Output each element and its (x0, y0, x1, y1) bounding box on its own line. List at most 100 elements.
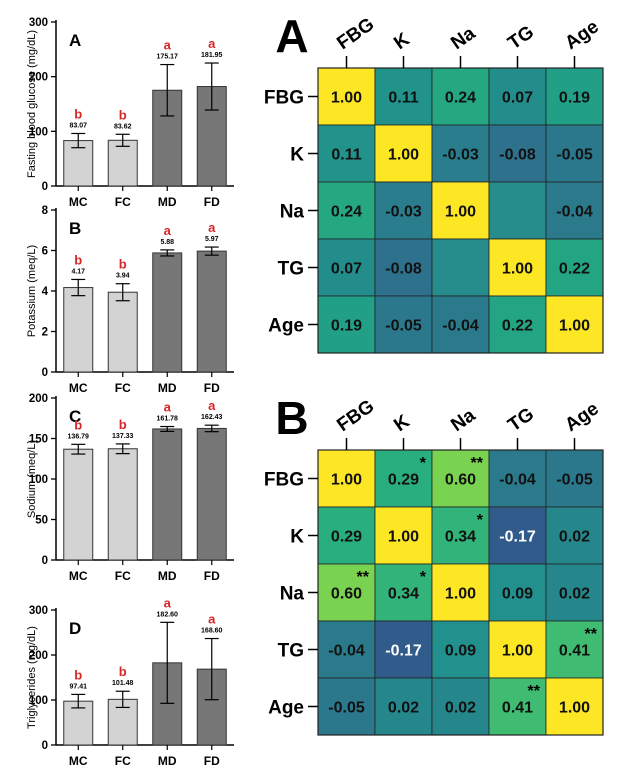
row-label: Na (280, 202, 305, 223)
bar (107, 448, 138, 561)
panel-letter: B (275, 392, 308, 444)
heatmap-cell (488, 124, 547, 183)
cell-value: 0.02 (559, 586, 590, 603)
value-label: 4.17 (71, 268, 85, 275)
significance-letter: b (119, 417, 127, 432)
significance-letter: a (208, 36, 216, 51)
bar (63, 287, 94, 373)
significance-letter: a (208, 398, 216, 413)
row-label: TG (278, 259, 304, 280)
significance-stars: * (477, 512, 484, 529)
x-tick-label: FC (115, 569, 131, 583)
row-label: TG (278, 641, 304, 662)
y-tick-label: 0 (42, 555, 48, 567)
y-tick-label: 2 (42, 327, 48, 339)
value-label: 137.33 (112, 433, 134, 440)
significance-stars: ** (585, 626, 598, 643)
significance-letter: b (119, 107, 127, 122)
cell-value: -0.03 (442, 147, 479, 164)
heatmap-cell (545, 67, 604, 126)
cell-value: 1.00 (559, 700, 590, 717)
y-tick-label: 50 (35, 515, 48, 527)
value-label: 162.43 (201, 414, 223, 421)
value-label: 83.62 (114, 123, 132, 130)
column-label: Na (447, 405, 479, 436)
x-tick-label: FD (204, 754, 220, 768)
column-label: Na (447, 23, 479, 54)
x-tick-label: FC (115, 195, 131, 209)
y-axis-label: Fasting blood glucose (mg/dL) (26, 30, 38, 178)
y-tick-label: 100 (29, 474, 48, 486)
value-label: 181.95 (201, 52, 223, 59)
heatmap-cell (374, 563, 433, 622)
x-tick-label: MC (69, 195, 88, 209)
value-label: 136.79 (68, 433, 90, 440)
value-label: 175.17 (157, 54, 179, 61)
cell-value: 0.11 (388, 90, 418, 107)
cell-value: -0.04 (328, 643, 365, 660)
cell-value: -0.04 (442, 318, 479, 335)
value-label: 83.07 (69, 122, 87, 129)
y-tick-label: 0 (42, 367, 48, 379)
value-label: 5.97 (205, 236, 219, 243)
cell-value: 1.00 (388, 147, 419, 164)
bar (107, 291, 138, 373)
cell-value: 1.00 (445, 204, 476, 221)
column-label: TG (504, 404, 538, 436)
heatmap-cell (488, 620, 547, 679)
cell-value: 0.29 (388, 472, 419, 489)
x-tick-label: MC (69, 569, 88, 583)
heatmap-cell (488, 238, 547, 297)
x-tick-label: FD (204, 195, 220, 209)
y-tick-label: 100 (29, 126, 48, 138)
x-tick-label: FD (204, 381, 220, 395)
value-label: 3.94 (116, 273, 130, 280)
cell-value: -0.05 (385, 318, 422, 335)
heatmap-cell (488, 449, 547, 508)
cell-value: -0.05 (556, 147, 593, 164)
cell-value: 0.09 (502, 586, 533, 603)
column-label: FBG (333, 396, 378, 436)
x-tick-label: MD (158, 381, 177, 395)
significance-letter: a (164, 595, 172, 610)
significance-letter: a (164, 38, 172, 53)
row-label: Age (268, 316, 304, 337)
cell-value: 1.00 (559, 318, 590, 335)
significance-letter: a (164, 223, 172, 238)
value-label: 101.48 (112, 680, 134, 687)
cell-value: 0.02 (388, 700, 419, 717)
heatmap-cell (488, 295, 547, 354)
bar (152, 252, 183, 373)
cell-value: -0.05 (556, 472, 593, 489)
y-tick-label: 150 (29, 434, 48, 446)
significance-letter: b (74, 252, 82, 267)
value-label: 182.60 (157, 611, 179, 618)
bar (196, 250, 227, 373)
cell-value: 0.24 (331, 204, 362, 221)
heatmap-cell (317, 181, 376, 240)
cell-value: -0.04 (499, 472, 536, 489)
y-tick-label: 0 (42, 740, 48, 752)
cell-value: 0.07 (502, 90, 533, 107)
y-tick-label: 300 (29, 605, 48, 617)
significance-stars: * (420, 569, 427, 586)
heatmap-cell (545, 449, 604, 508)
column-label: TG (504, 22, 538, 54)
cell-value: 0.24 (445, 90, 476, 107)
y-tick-label: 6 (42, 246, 48, 258)
cell-value: 1.00 (388, 529, 419, 546)
heatmap-cell (431, 677, 490, 736)
column-label: FBG (333, 14, 378, 54)
cell-value: 1.00 (502, 643, 533, 660)
bar (196, 427, 227, 561)
heatmap-cell (374, 677, 433, 736)
column-label: Age (561, 16, 602, 54)
y-tick-label: 200 (29, 650, 48, 662)
row-label: K (290, 145, 304, 166)
heatmap-cell (374, 506, 433, 565)
cell-value: 0.34 (388, 586, 419, 603)
heatmap-cell (317, 563, 376, 622)
cell-value: 0.11 (331, 147, 361, 164)
cell-value: 1.00 (331, 90, 362, 107)
